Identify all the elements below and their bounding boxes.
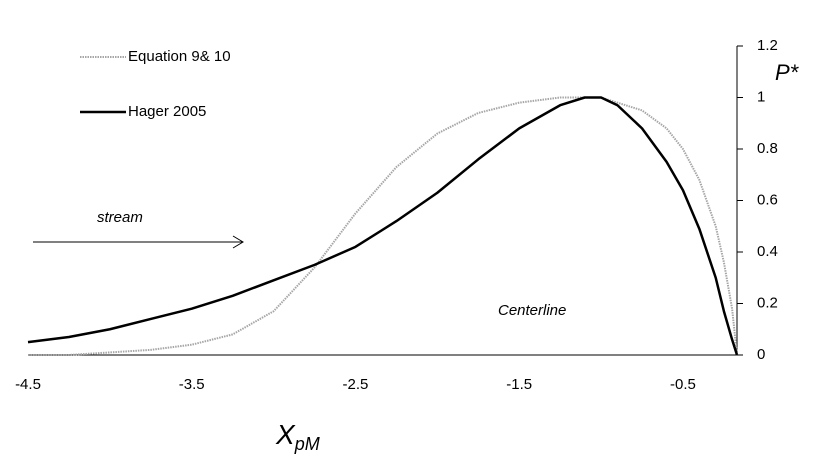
y-tick-label: 0.6 — [757, 191, 778, 208]
series-line — [27, 96, 739, 356]
x-tick-label: -3.5 — [179, 376, 205, 393]
y-tick-label: 0.8 — [757, 140, 778, 157]
y-tick-label: 0.2 — [757, 294, 778, 311]
x-title-main: X — [275, 419, 296, 450]
legend-label: Equation 9& 10 — [128, 48, 231, 65]
annotation: stream — [97, 209, 143, 226]
legend-label: Hager 2005 — [128, 103, 206, 120]
annotation: Centerline — [498, 302, 566, 319]
x-tick-label: -2.5 — [343, 376, 369, 393]
x-axis-title: XpM — [275, 419, 320, 453]
x-tick-label: -1.5 — [506, 376, 532, 393]
x-tick-label: -4.5 — [15, 376, 41, 393]
y-tick-label: 1 — [757, 88, 765, 105]
x-title-sub: pM — [294, 434, 320, 454]
arrow-head — [232, 235, 244, 249]
x-tick-label: -0.5 — [670, 376, 696, 393]
y-tick-label: 0.4 — [757, 243, 778, 260]
series-line — [28, 96, 738, 356]
y-tick-label: 0 — [757, 346, 765, 363]
y-tick-label: 1.2 — [757, 37, 778, 54]
y-axis-title: P* — [775, 60, 800, 85]
